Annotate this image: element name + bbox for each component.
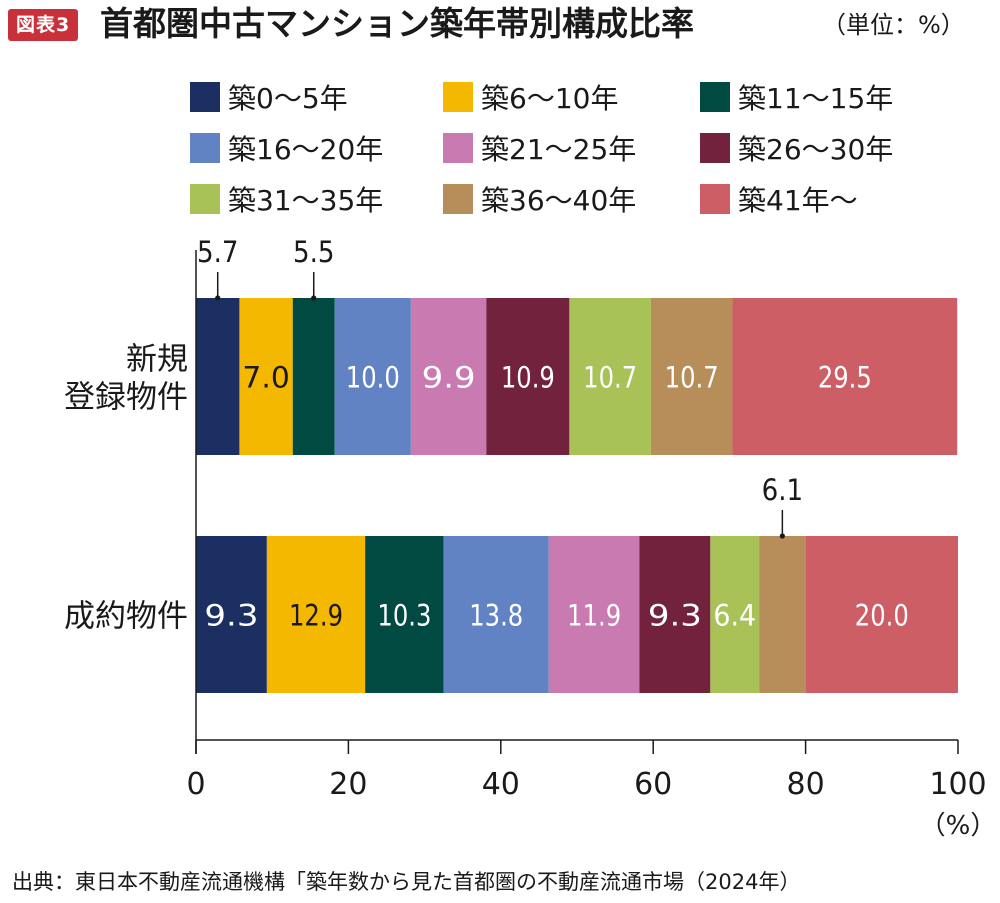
legend-swatch (700, 184, 730, 214)
x-tick-label: 80 (787, 767, 825, 802)
legend-swatch (700, 133, 730, 163)
legend-item: 築16～20年 (190, 128, 383, 168)
x-axis-unit: （%） (920, 811, 997, 841)
legend-item: 築11～15年 (700, 77, 893, 117)
data-label: 29.5 (818, 361, 872, 395)
data-label: 10.0 (346, 361, 400, 395)
bar-segment (334, 298, 411, 455)
data-label: 10.7 (665, 361, 719, 395)
data-label: 11.9 (567, 599, 621, 633)
category-label: 成約物件 (64, 599, 188, 635)
legend-swatch (700, 82, 730, 112)
data-label: 10.7 (583, 361, 637, 395)
data-label: 10.9 (501, 361, 555, 395)
x-tick-label: 100 (929, 767, 986, 802)
bar-segment (569, 298, 651, 455)
bar-segment (639, 536, 711, 693)
callout-dot (311, 295, 317, 301)
data-label-callout: 5.7 (197, 235, 238, 269)
legend-swatch (190, 133, 220, 163)
category-label: 新規 (126, 342, 188, 378)
chart-unit: （単位：%） (822, 11, 965, 39)
bar-segment (410, 298, 487, 455)
data-label: 7.0 (242, 361, 289, 395)
legend-item: 築41年～ (700, 179, 858, 219)
bar-segment (365, 536, 444, 693)
legend-swatch (190, 184, 220, 214)
legend-swatch (443, 184, 473, 214)
chart-title: 首都圏中古マンション築年帯別構成比率 (100, 4, 694, 43)
legend-item: 築31～35年 (190, 179, 383, 219)
data-label: 9.3 (204, 599, 258, 633)
legend-label: 築0～5年 (228, 82, 348, 115)
bar-segment (196, 536, 267, 693)
legend-label: 築31～35年 (228, 184, 384, 217)
legend-swatch (443, 82, 473, 112)
x-tick-label: 40 (482, 767, 520, 802)
callout-dot (215, 295, 221, 301)
bar-segment (443, 536, 549, 693)
legend-label: 築26～30年 (738, 133, 894, 166)
legend-item: 築36～40年 (443, 179, 636, 219)
bar-segment (732, 298, 958, 455)
data-label-callout: 6.1 (762, 473, 803, 507)
data-label: 12.9 (289, 599, 343, 633)
legend-swatch (190, 82, 220, 112)
source-note: 出典：東日本不動産流通機構「築年数から見た首都圏の不動産流通市場（2024年） (12, 870, 801, 894)
bar-segment (196, 298, 240, 455)
figure-badge: 図表3 (8, 9, 79, 41)
legend-label: 築36～40年 (481, 184, 637, 217)
bar-segment (710, 536, 760, 693)
data-label: 6.4 (713, 599, 756, 633)
legend-label: 築6～10年 (481, 82, 619, 115)
x-tick-label: 0 (186, 767, 205, 802)
legend-label: 築16～20年 (228, 133, 384, 166)
bar-segment (486, 298, 570, 455)
bar-segment (759, 536, 806, 693)
legend-item: 築26～30年 (700, 128, 893, 168)
data-label: 13.8 (469, 599, 523, 633)
x-tick-label: 20 (329, 767, 367, 802)
x-tick-label: 60 (634, 767, 672, 802)
bar-segment (650, 298, 733, 455)
legend-item: 築21～25年 (443, 128, 636, 168)
bar-segment (266, 536, 366, 693)
legend-item: 築0～5年 (190, 77, 348, 117)
legend-label: 築41年～ (738, 184, 858, 217)
legend-label: 築21～25年 (481, 133, 637, 166)
callout-dot (779, 533, 785, 539)
legend-label: 築11～15年 (738, 82, 894, 115)
category-label: 登録物件 (64, 380, 188, 416)
bar-segment (292, 298, 335, 455)
bar-segment (548, 536, 640, 693)
data-label-callout: 5.5 (293, 235, 334, 269)
legend-swatch (443, 133, 473, 163)
bar-segment (239, 298, 293, 455)
data-label: 20.0 (855, 599, 909, 633)
bar-segment (805, 536, 958, 693)
data-label: 10.3 (377, 599, 431, 633)
data-label: 9.3 (648, 599, 702, 633)
legend-item: 築6～10年 (443, 77, 618, 117)
data-label: 9.9 (422, 361, 476, 395)
